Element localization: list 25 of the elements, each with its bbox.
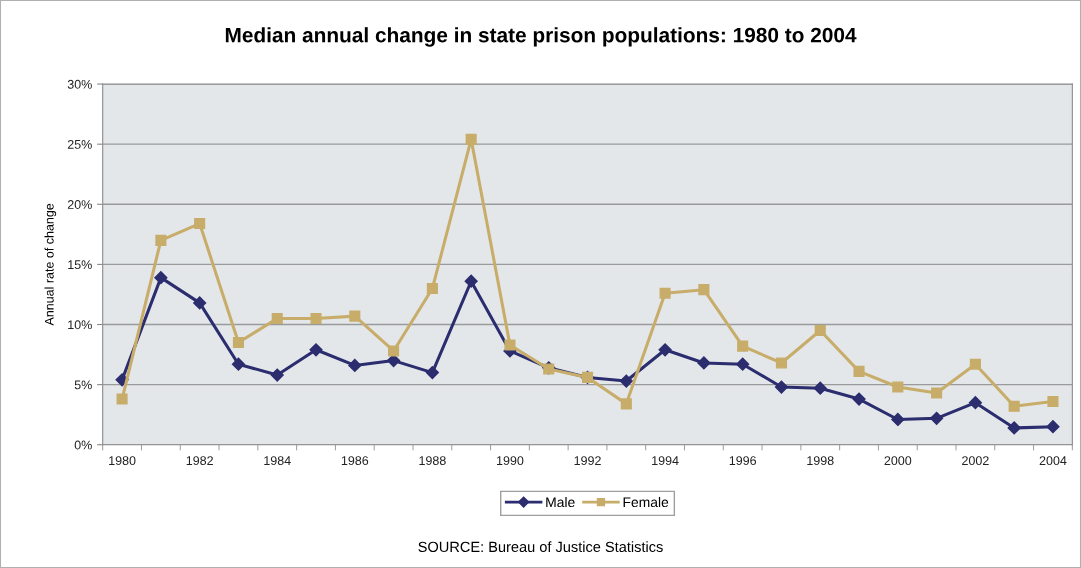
x-tick-label: 1996 bbox=[729, 456, 757, 466]
x-tick-label: 2000 bbox=[884, 456, 912, 466]
x-tick-label: 1988 bbox=[419, 456, 446, 466]
x-tick-label: 1990 bbox=[497, 456, 524, 466]
y-tick-label: 5% bbox=[74, 380, 92, 390]
source-note: SOURCE: Bureau of Justice Statistics bbox=[418, 541, 663, 553]
x-tick-label: 1998 bbox=[807, 456, 834, 466]
y-tick-label: 15% bbox=[68, 260, 92, 270]
y-axis-title: Annual rate of change bbox=[44, 203, 57, 326]
y-tick-label: 30% bbox=[67, 79, 92, 89]
x-tick-label: 2002 bbox=[962, 456, 989, 466]
x-tick-label: 1994 bbox=[652, 456, 679, 466]
y-tick-label: 20% bbox=[67, 200, 92, 209]
x-tick-label: 1992 bbox=[574, 456, 601, 466]
x-tick-label: 1982 bbox=[186, 456, 213, 466]
x-tick-label: 2004 bbox=[1039, 456, 1067, 466]
y-tick-label: 25% bbox=[67, 139, 92, 149]
y-tick-label: 0% bbox=[74, 440, 92, 450]
chart-title: Median annual change in state prison populations: 1980 to 2004 bbox=[225, 27, 857, 47]
x-tick-label: 1984 bbox=[264, 456, 291, 466]
legend-label: Male bbox=[546, 496, 575, 508]
x-tick-label: 1980 bbox=[109, 456, 136, 466]
x-tick-label: 1986 bbox=[341, 456, 369, 466]
legend-label: Female bbox=[623, 496, 669, 508]
y-tick-label: 10% bbox=[68, 320, 92, 330]
